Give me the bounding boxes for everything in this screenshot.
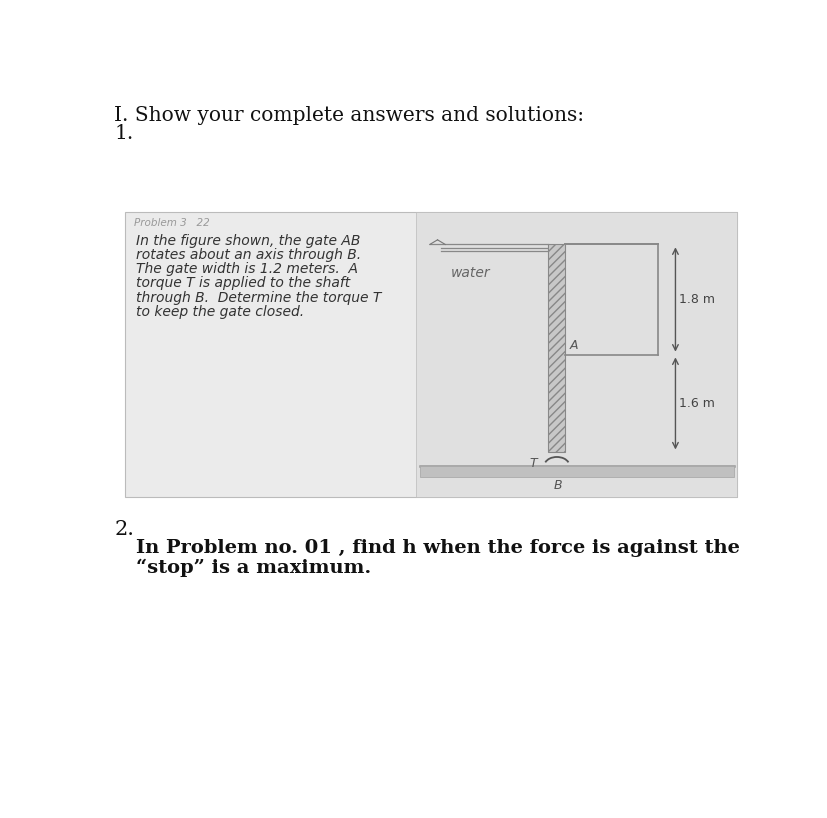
Text: B: B [552,479,562,492]
Text: In the figure shown, the gate AB: In the figure shown, the gate AB [136,234,360,248]
Text: 1.8 m: 1.8 m [678,293,715,306]
Text: T: T [528,457,536,470]
Text: The gate width is 1.2 meters.  A: The gate width is 1.2 meters. A [136,263,357,276]
Bar [419,466,733,477]
Text: A: A [569,339,577,353]
Text: I. Show your complete answers and solutions:: I. Show your complete answers and soluti… [114,106,584,125]
Text: Problem 3   22: Problem 3 22 [134,218,210,228]
Text: 1.6 m: 1.6 m [678,397,715,410]
Bar [125,212,737,497]
Text: torque T is applied to the shaft: torque T is applied to the shaft [136,276,350,290]
Text: water: water [450,266,490,280]
Text: 1.: 1. [114,124,133,142]
Text: through B.  Determine the torque T: through B. Determine the torque T [136,290,381,304]
Bar [415,212,737,497]
Text: rotates about an axis through B.: rotates about an axis through B. [136,248,361,262]
Text: 2.: 2. [114,520,134,539]
Text: In Problem no. 01 , find h when the force is against the: In Problem no. 01 , find h when the forc… [136,538,739,556]
Bar [547,245,565,452]
Text: to keep the gate closed.: to keep the gate closed. [136,305,304,319]
Text: “stop” is a maximum.: “stop” is a maximum. [136,559,370,577]
